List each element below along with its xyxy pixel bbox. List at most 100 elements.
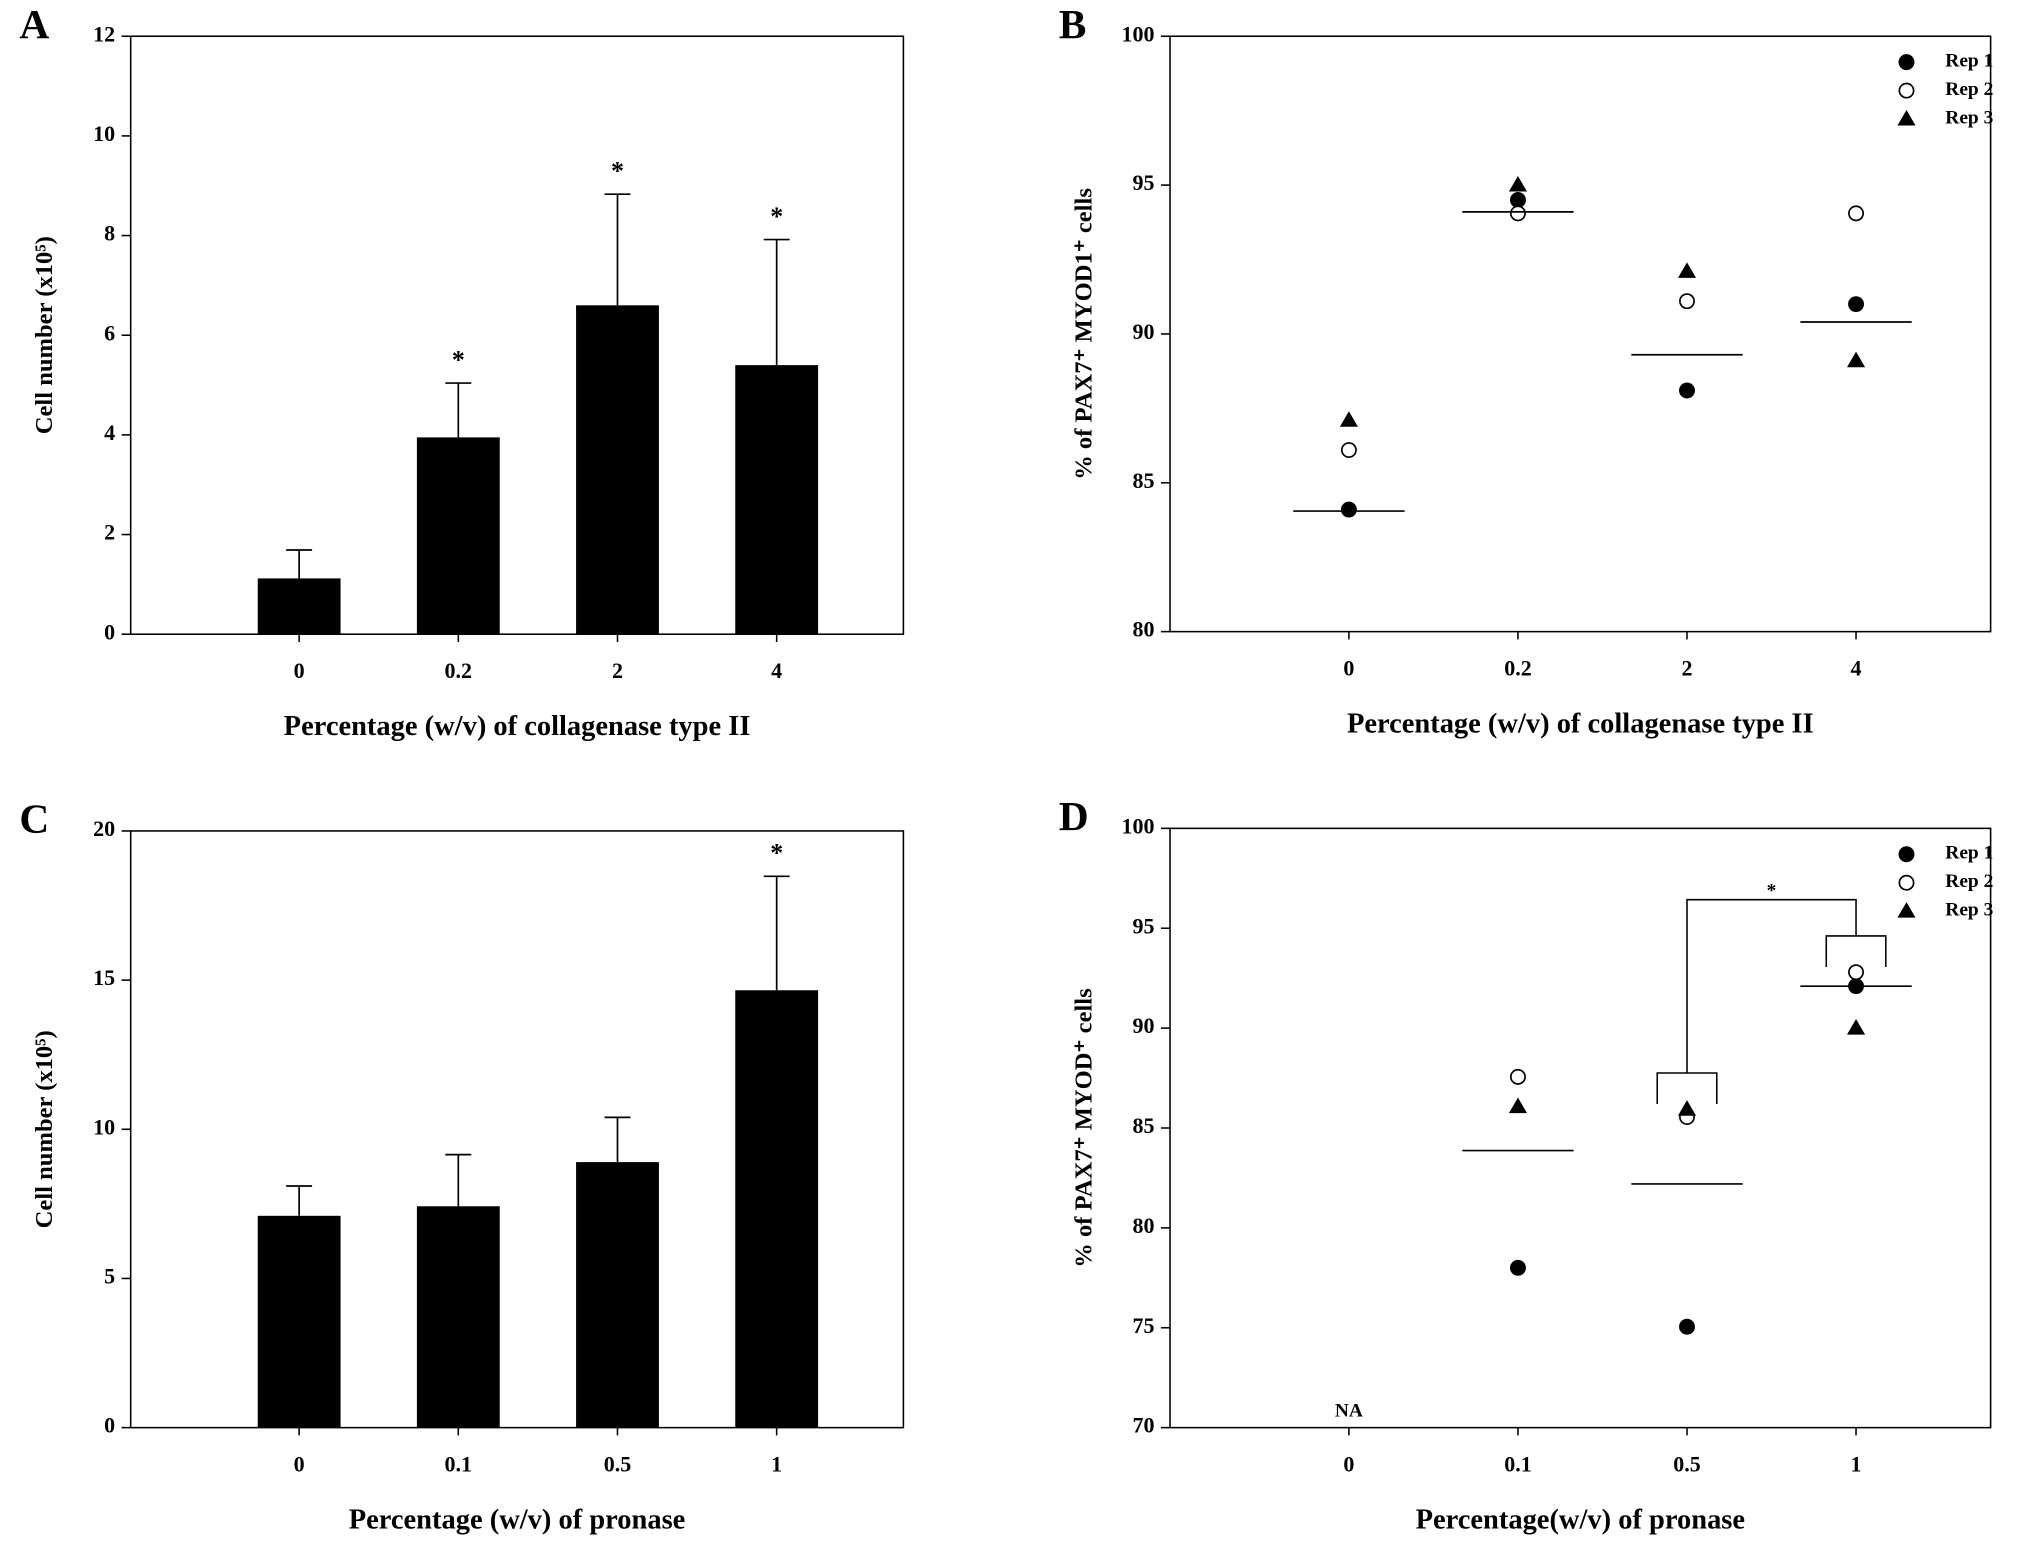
panel-letter: B [1059,1,1087,47]
marker-circle [1509,1259,1526,1276]
y-tick-label: 75 [1132,1313,1154,1338]
x-tick-label: 0.2 [1504,656,1532,681]
marker-circle [1848,964,1865,981]
bar [735,990,819,1428]
x-tick-label: 0.1 [1504,1452,1532,1477]
x-tick-label: 1 [771,1452,782,1477]
panel-letter: D [1059,793,1089,839]
y-axis-label: Cell number (x10⁵) [31,236,58,434]
y-tick-label: 95 [1132,170,1154,195]
legend-label: Rep 2 [1945,79,1993,100]
y-tick-label: 80 [1132,1213,1154,1238]
significance-mark: * [611,156,624,185]
marker-circle [1898,874,1915,891]
bar [416,1206,500,1428]
y-axis-label: % of PAX7⁺ MYOD1⁺ cells [1071,188,1098,480]
y-tick-label: 10 [93,121,115,146]
x-tick-label: 0.2 [445,658,473,683]
y-axis-label: % of PAX7⁺ MYOD⁺ cells [1071,988,1098,1267]
y-tick-label: 10 [93,1114,115,1139]
y-tick-label: 95 [1132,913,1154,938]
marker-circle [1679,382,1695,399]
significance-mark: * [770,202,783,231]
y-tick-label: 100 [1121,21,1154,46]
y-tick-label: 5 [104,1264,115,1289]
marker-triangle [1846,351,1866,368]
x-tick-label: 0.5 [1673,1452,1701,1477]
y-tick-label: 20 [93,816,115,841]
bar [576,305,659,635]
error-bar [604,193,631,306]
y-tick-label: 70 [1132,1413,1154,1438]
y-tick-label: 100 [1121,813,1154,838]
bar [257,578,341,635]
error-bar [445,382,472,438]
marker-triangle [1897,110,1916,126]
marker-circle [1848,205,1865,222]
marker-circle [1898,54,1915,71]
y-tick-label: 80 [1132,617,1154,642]
y-tick-label: 90 [1132,319,1154,344]
bar [416,437,500,635]
x-tick-label: 0 [1343,1452,1354,1477]
x-tick-label: 4 [771,658,782,683]
y-tick-label: 90 [1132,1013,1154,1038]
x-tick-label: 2 [1681,656,1692,681]
comparison-bracket [1656,898,1887,1105]
x-axis-label: Percentage (w/v) of collagenase type II [1347,709,1814,740]
y-axis-label: Cell number (x10⁵) [31,1030,58,1228]
x-tick-label: 2 [612,658,623,683]
y-tick-label: 6 [104,320,115,345]
x-tick-label: 0 [294,658,305,683]
marker-circle [1509,205,1526,222]
y-tick-label: 15 [93,965,115,990]
marker-triangle [1897,902,1916,918]
y-tick-label: 2 [104,520,115,545]
marker-circle [1340,501,1357,518]
y-tick-label: 8 [104,221,115,246]
marker-triangle [1508,176,1528,192]
bar [735,365,819,635]
y-tick-label: 0 [104,619,115,644]
x-tick-label: 0.1 [445,1452,473,1477]
significance-mark: * [770,839,783,868]
marker-circle [1679,1318,1695,1335]
marker-triangle [1846,1019,1866,1035]
significance-mark: * [452,345,465,374]
x-axis-label: Percentage (w/v) of pronase [349,1505,686,1536]
legend-label: Rep 3 [1945,108,1993,129]
error-bar [286,1185,313,1216]
x-tick-label: 4 [1851,656,1862,681]
marker-circle [1679,293,1695,310]
significance-mark: * [1767,880,1777,901]
x-tick-label: 0.5 [604,1452,632,1477]
y-tick-label: 0 [104,1413,115,1438]
bar [257,1215,341,1428]
error-bar [445,1153,472,1207]
error-bar [763,238,790,366]
x-axis-label: Percentage (w/v) of collagenase type II [284,711,751,742]
legend-label: Rep 1 [1945,51,1993,72]
marker-circle [1898,846,1915,863]
y-tick-label: 85 [1132,468,1154,493]
marker-circle [1898,82,1915,99]
marker-circle [1509,192,1526,208]
error-bar [286,549,313,579]
marker-triangle [1677,262,1697,278]
y-tick-label: 85 [1132,1113,1154,1138]
marker-triangle [1677,1100,1697,1116]
legend-label: Rep 3 [1945,900,1993,921]
error-bar [763,875,790,991]
error-bar [604,1116,631,1163]
panel-letter: C [19,796,49,842]
annotation: NA [1335,1401,1363,1422]
plot-frame [1169,827,1992,1429]
x-tick-label: 0 [294,1452,305,1477]
x-axis-label: Percentage(w/v) of pronase [1416,1505,1745,1536]
x-tick-label: 0 [1343,656,1354,681]
legend-label: Rep 2 [1945,871,1993,892]
y-tick-label: 4 [104,420,115,445]
panel-letter: A [19,1,49,47]
legend-label: Rep 1 [1945,843,1993,864]
